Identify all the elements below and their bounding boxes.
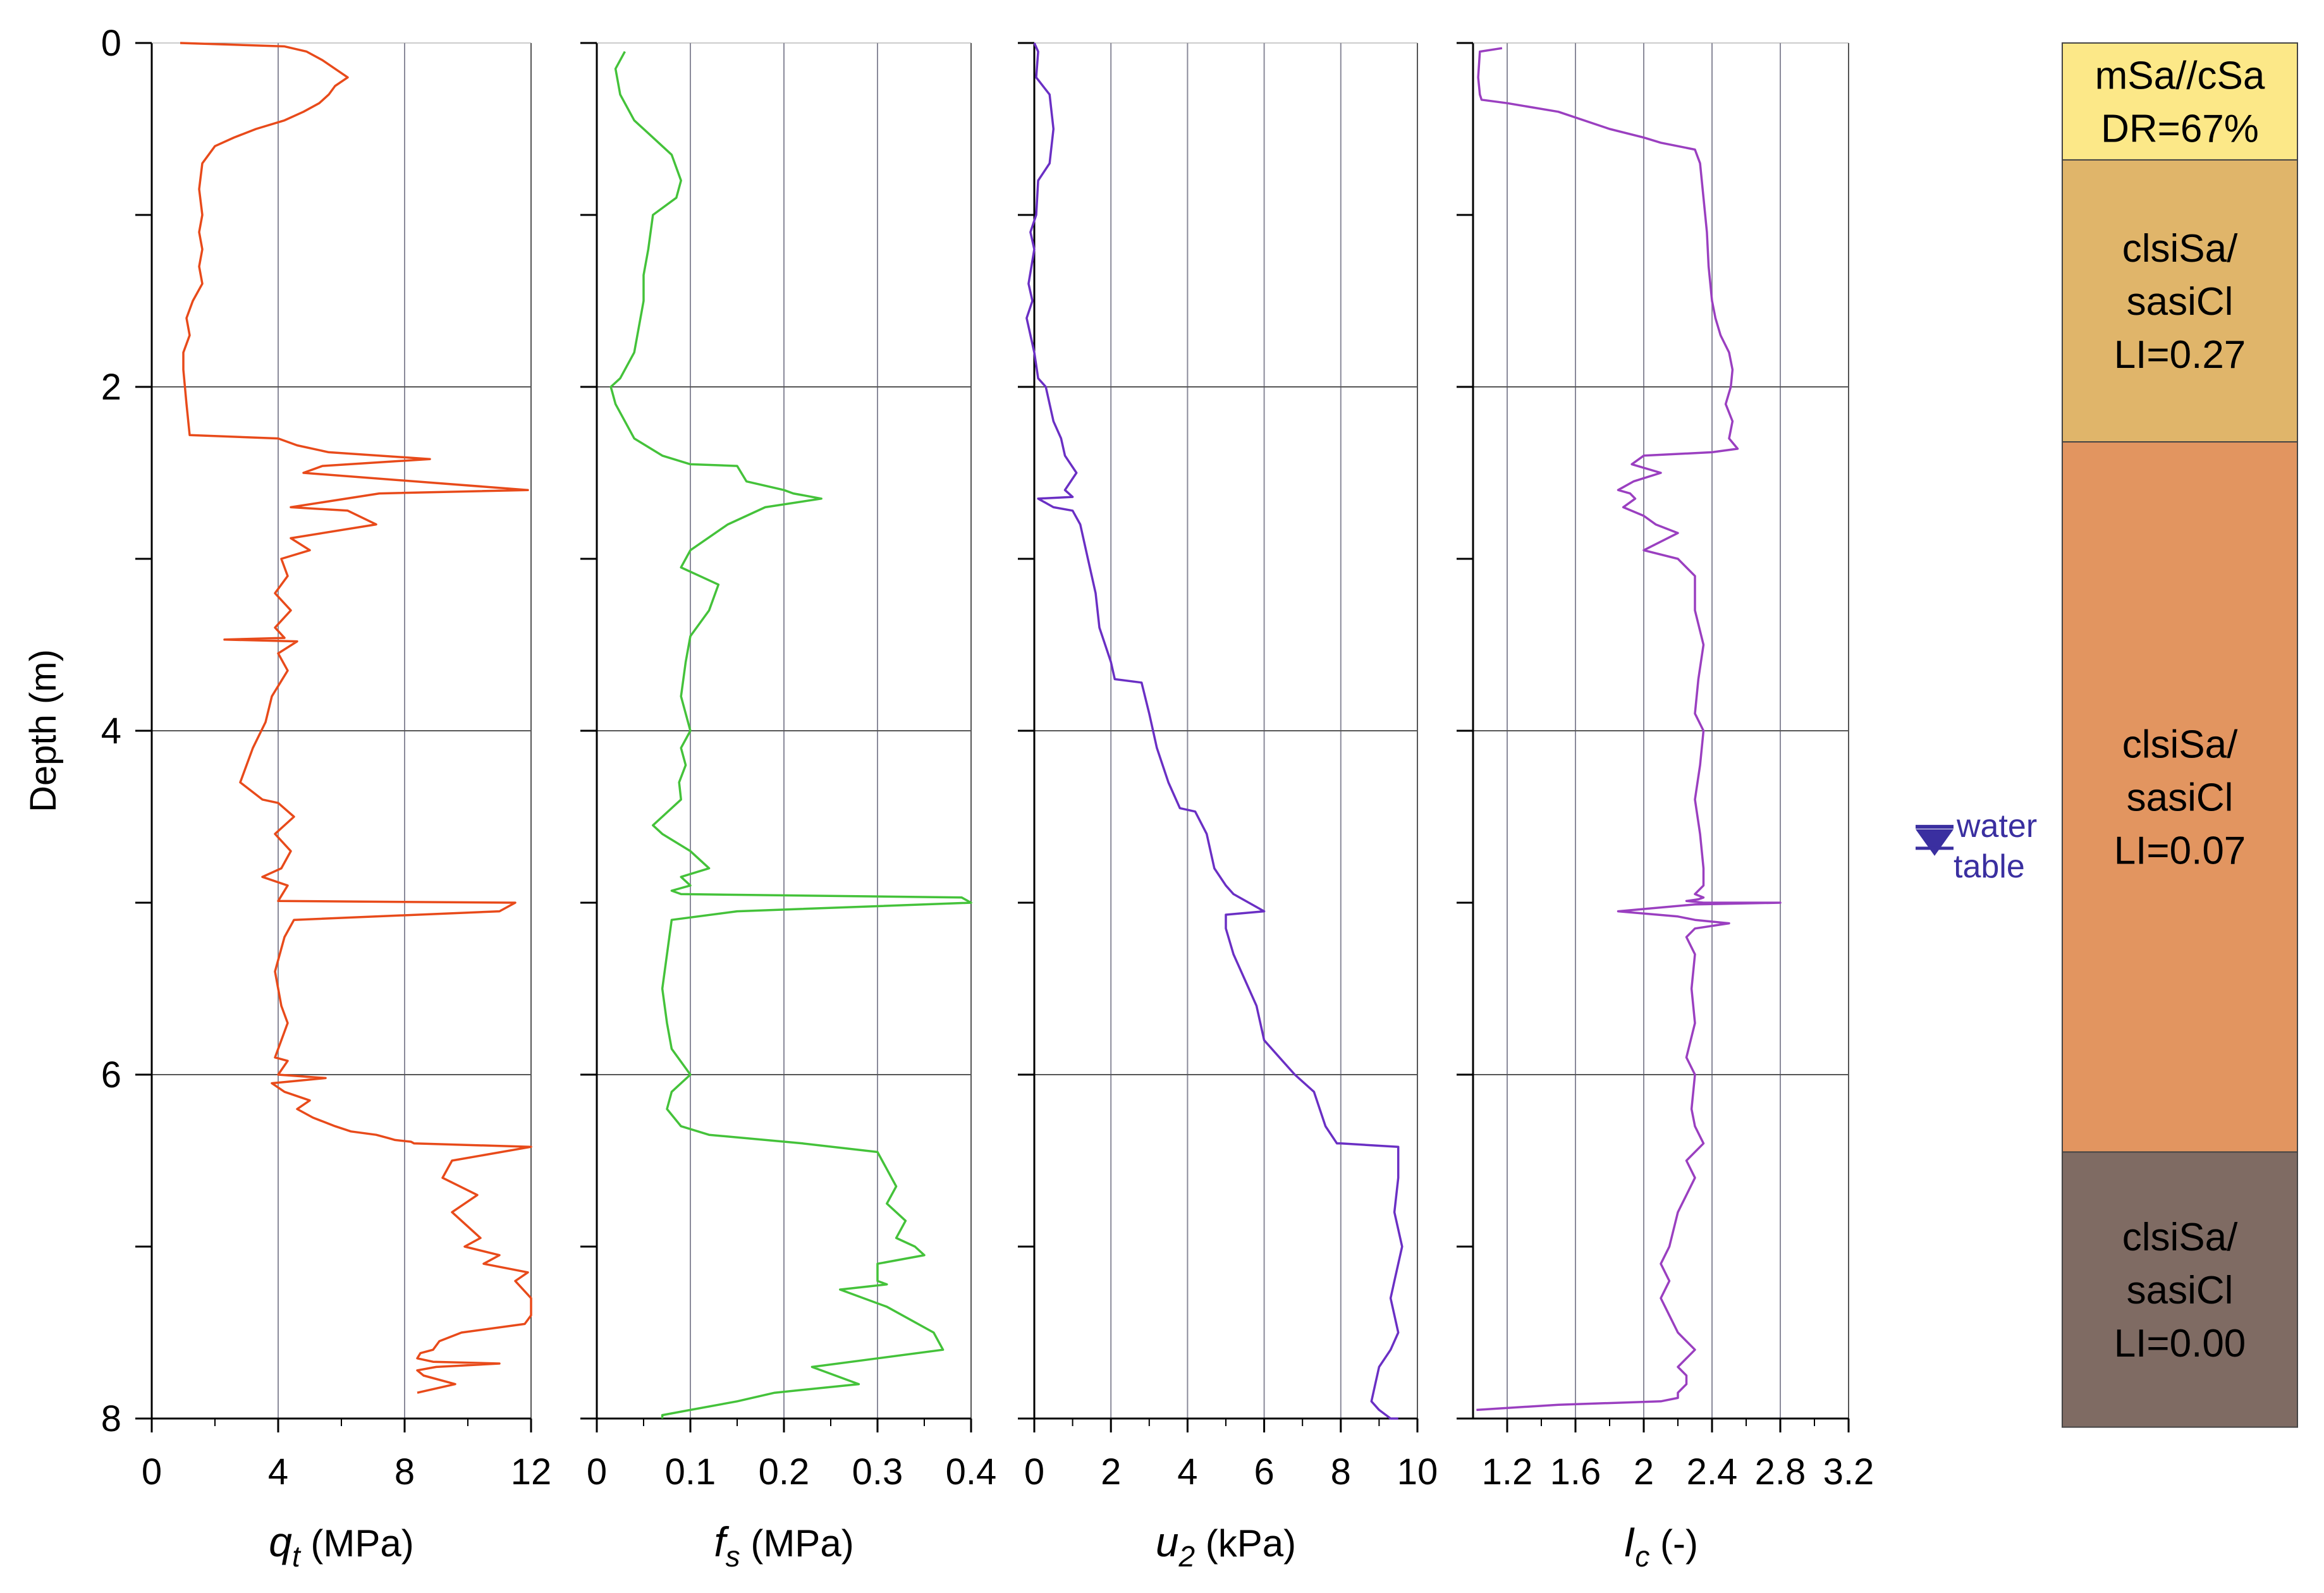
soil-layer-3 xyxy=(2062,441,2298,1153)
x-tick-label: 3.2 xyxy=(1823,1451,1874,1492)
soil-column: mSa//cSa DR=67% clsiSa/sasiCl LI=0.27 clsiSa… xyxy=(2062,42,2298,1428)
panel-3: 0 2 4 6 8 10 u2 (kPa) xyxy=(1018,42,1438,1573)
x-tick-label: 2.4 xyxy=(1687,1451,1738,1492)
x-tick-label: 4 xyxy=(268,1451,288,1492)
series-line-4 xyxy=(1476,47,1782,1412)
soil-layer-label: LI=0.00 xyxy=(2114,1322,2246,1365)
x-tick-label: 0 xyxy=(587,1451,607,1492)
x-tick-label: 0.1 xyxy=(665,1451,716,1492)
soil-layer-1 xyxy=(2062,42,2298,161)
x-tick-label: 1.2 xyxy=(1482,1451,1533,1492)
x-axis-title: u2 (kPa) xyxy=(1156,1518,1296,1573)
x-tick-label: 8 xyxy=(394,1451,415,1492)
x-axis-title: Ic (-) xyxy=(1624,1518,1698,1573)
x-axis-title: qt (MPa) xyxy=(269,1518,414,1573)
soil-layer-label: LI=0.07 xyxy=(2114,829,2246,873)
soil-layer-label: clsiSa/ xyxy=(2122,723,2238,767)
y-tick-label: 2 xyxy=(101,367,121,408)
soil-layer-4 xyxy=(2062,1151,2298,1428)
series-line-3 xyxy=(1025,42,1404,1420)
cpt-panels: 0 2 4 6 8 Depth (m) 0 4 8 12 qt (MPa) 0 0.1 0.2 0.3 0.4… xyxy=(23,23,1874,1573)
x-tick-label: 6 xyxy=(1254,1451,1274,1492)
soil-layer-label: DR=67% xyxy=(2101,107,2259,150)
x-tick-label: 0 xyxy=(142,1451,162,1492)
series-line-1 xyxy=(180,42,532,1394)
y-tick-label: 0 xyxy=(101,23,121,64)
x-tick-label: 8 xyxy=(1331,1451,1351,1492)
x-tick-label: 0.4 xyxy=(946,1451,997,1492)
water-table-label: table xyxy=(1954,848,2025,885)
soil-layer-2 xyxy=(2062,159,2298,443)
soil-layer-label: LI=0.27 xyxy=(2114,333,2246,377)
x-tick-label: 1.6 xyxy=(1550,1451,1601,1492)
panel-1: 0 2 4 6 8 Depth (m) 0 4 8 12 qt (MPa) xyxy=(23,23,551,1573)
x-tick-label: 12 xyxy=(511,1451,552,1492)
panel-4: 1.2 1.6 2 2.4 2.8 3.2 Ic (-) xyxy=(1457,42,1874,1573)
x-axis-title: fs (MPa) xyxy=(714,1518,853,1573)
x-tick-label: 0.2 xyxy=(759,1451,810,1492)
y-tick-label: 8 xyxy=(101,1398,121,1439)
y-tick-label: 6 xyxy=(101,1054,121,1096)
x-tick-label: 2 xyxy=(1101,1451,1121,1492)
soil-layer-label: mSa//cSa xyxy=(2095,54,2265,97)
x-tick-label: 2 xyxy=(1634,1451,1654,1492)
x-tick-label: 0 xyxy=(1024,1451,1044,1492)
soil-layer-label: sasiCl xyxy=(2127,280,2234,324)
x-tick-label: 2.8 xyxy=(1755,1451,1806,1492)
y-tick-label: 4 xyxy=(101,711,121,752)
y-axis-title: Depth (m) xyxy=(23,649,64,812)
soil-layer-label: clsiSa/ xyxy=(2122,1216,2238,1259)
x-tick-label: 4 xyxy=(1177,1451,1197,1492)
water-table-triangle xyxy=(1916,829,1954,856)
x-tick-label: 10 xyxy=(1397,1451,1438,1492)
soil-layer-label: clsiSa/ xyxy=(2122,227,2238,271)
water-table-label: water xyxy=(1956,808,2037,845)
x-tick-label: 0.3 xyxy=(852,1451,903,1492)
soil-layer-label: sasiCl xyxy=(2127,776,2234,820)
series-line-2 xyxy=(609,51,972,1419)
soil-layer-label: sasiCl xyxy=(2127,1269,2234,1312)
panel-2: 0 0.1 0.2 0.3 0.4 fs (MPa) xyxy=(580,42,997,1573)
